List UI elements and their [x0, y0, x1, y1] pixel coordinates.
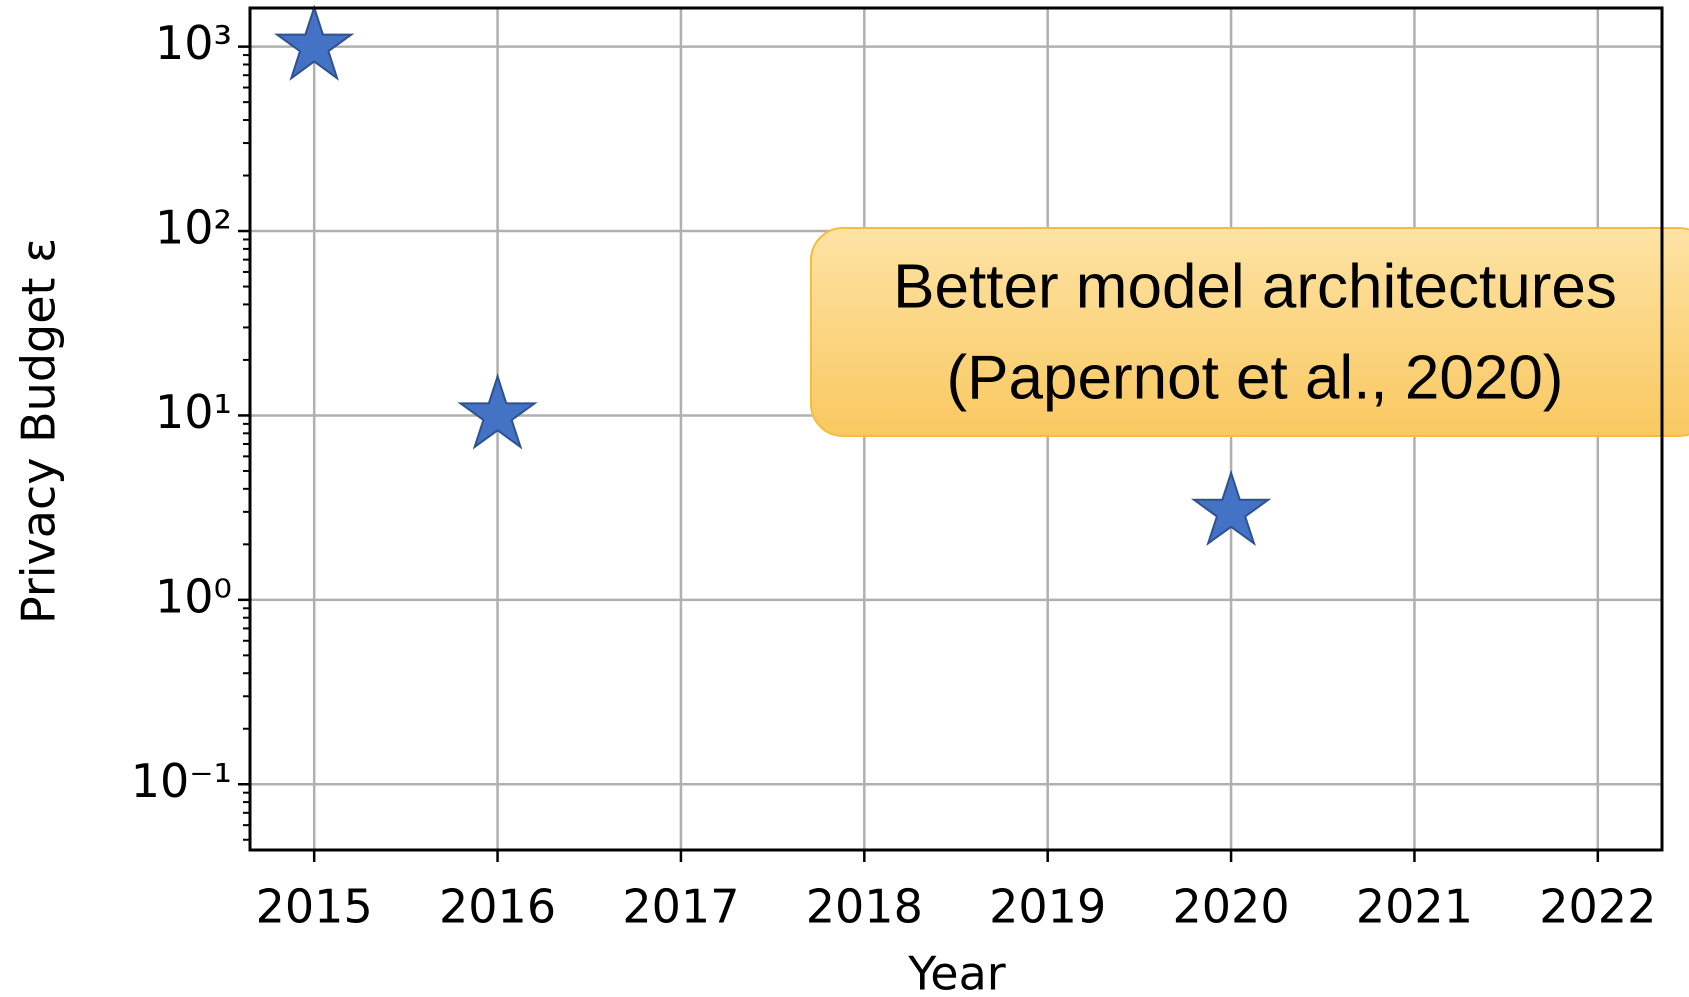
- y-tick-label: 10¹: [155, 385, 232, 439]
- y-axis-label: Privacy Budget ε: [12, 238, 66, 624]
- x-tick-label: 2017: [622, 880, 739, 934]
- x-tick-label: 2021: [1356, 880, 1473, 934]
- y-tick-label: 10⁰: [155, 569, 232, 623]
- x-tick-label: 2018: [806, 880, 923, 934]
- annotation-text: (Papernot et al., 2020): [947, 343, 1564, 412]
- annotation-text: Better model architectures: [893, 252, 1617, 321]
- x-tick-label: 2016: [439, 880, 556, 934]
- x-tick-label: 2019: [989, 880, 1106, 934]
- x-tick-label: 2015: [256, 880, 373, 934]
- y-tick-label: 10³: [155, 16, 232, 70]
- star-marker: [457, 373, 538, 450]
- y-tick-label: 10²: [155, 201, 232, 255]
- star-marker: [1190, 469, 1272, 547]
- marks: [274, 4, 1272, 547]
- plot-frame: [248, 6, 1664, 852]
- annotation-box: [810, 227, 1689, 437]
- y-tick-label: 10⁻¹: [131, 754, 232, 808]
- x-tick-label: 2020: [1173, 880, 1290, 934]
- star-marker: [274, 4, 355, 81]
- x-axis-label: Year: [907, 947, 1005, 997]
- x-tick-label: 2022: [1539, 880, 1656, 934]
